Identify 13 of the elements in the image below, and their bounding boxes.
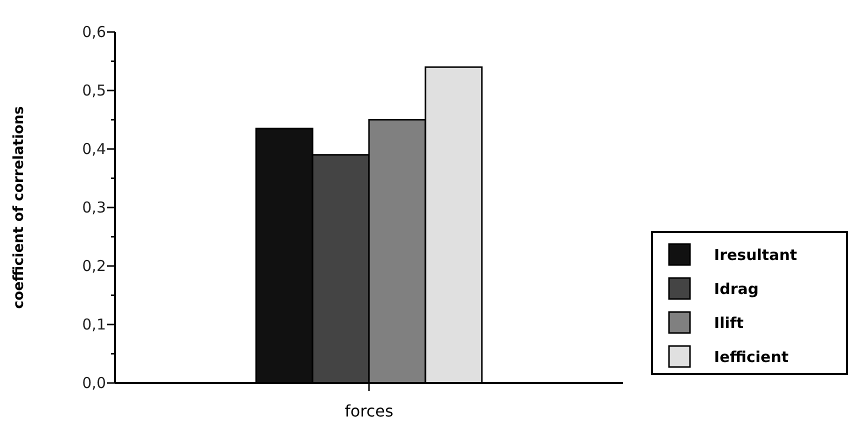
- y-axis-title: coefficient of correlations: [11, 106, 27, 309]
- legend-label: Ilift: [714, 314, 744, 332]
- x-tick-label: forces: [344, 401, 394, 420]
- y-tick-label: 0,2: [82, 256, 106, 275]
- y-tick-label: 0,3: [82, 198, 106, 216]
- y-tick-label: 0,6: [82, 22, 106, 41]
- y-tick-label: 0,4: [82, 140, 106, 158]
- y-tick-label: 0,1: [82, 315, 106, 334]
- y-tick-label: 0,5: [82, 81, 106, 100]
- legend-label: Iresultant: [714, 246, 798, 264]
- legend-label: Idrag: [714, 280, 759, 298]
- y-tick-label: 0,0: [82, 374, 106, 392]
- legend-label: Iefficient: [714, 348, 789, 366]
